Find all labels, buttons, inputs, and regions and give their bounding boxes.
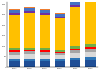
Bar <box>70 48 80 50</box>
Bar <box>55 13 65 14</box>
Bar <box>24 51 35 54</box>
Bar <box>24 50 35 51</box>
Bar <box>24 11 35 13</box>
Bar <box>40 10 50 13</box>
Bar <box>40 48 50 50</box>
Bar <box>70 7 80 46</box>
Bar <box>40 13 50 15</box>
Bar <box>9 48 20 50</box>
Bar <box>9 9 20 10</box>
Bar <box>24 48 35 50</box>
Bar <box>55 55 65 59</box>
Bar <box>55 50 65 52</box>
Bar <box>9 59 20 61</box>
Bar <box>40 59 50 61</box>
Bar <box>55 18 65 50</box>
Bar <box>24 7 35 8</box>
Bar <box>55 14 65 17</box>
Bar <box>70 5 80 7</box>
Bar <box>24 59 35 61</box>
Bar <box>40 50 50 52</box>
Bar <box>55 59 65 61</box>
Bar <box>40 15 50 48</box>
Bar <box>70 46 80 48</box>
Bar <box>24 13 35 48</box>
Bar <box>24 54 35 59</box>
Bar <box>9 10 20 13</box>
Bar <box>9 13 20 15</box>
Bar <box>55 52 65 53</box>
Bar <box>55 61 65 67</box>
Bar <box>85 52 96 57</box>
Bar <box>70 58 80 60</box>
Bar <box>85 47 96 48</box>
Bar <box>40 61 50 67</box>
Bar <box>9 50 20 52</box>
Bar <box>70 1 80 2</box>
Bar <box>9 55 20 59</box>
Bar <box>9 15 20 48</box>
Bar <box>70 2 80 5</box>
Bar <box>24 8 35 11</box>
Bar <box>85 57 96 60</box>
Bar <box>70 50 80 53</box>
Bar <box>70 53 80 58</box>
Bar <box>40 55 50 59</box>
Bar <box>24 61 35 67</box>
Bar <box>9 61 20 67</box>
Bar <box>9 52 20 55</box>
Bar <box>40 9 50 10</box>
Bar <box>85 0 96 44</box>
Bar <box>55 53 65 55</box>
Bar <box>70 60 80 67</box>
Bar <box>85 44 96 47</box>
Bar <box>85 48 96 52</box>
Bar <box>55 17 65 18</box>
Bar <box>85 60 96 67</box>
Bar <box>40 52 50 55</box>
